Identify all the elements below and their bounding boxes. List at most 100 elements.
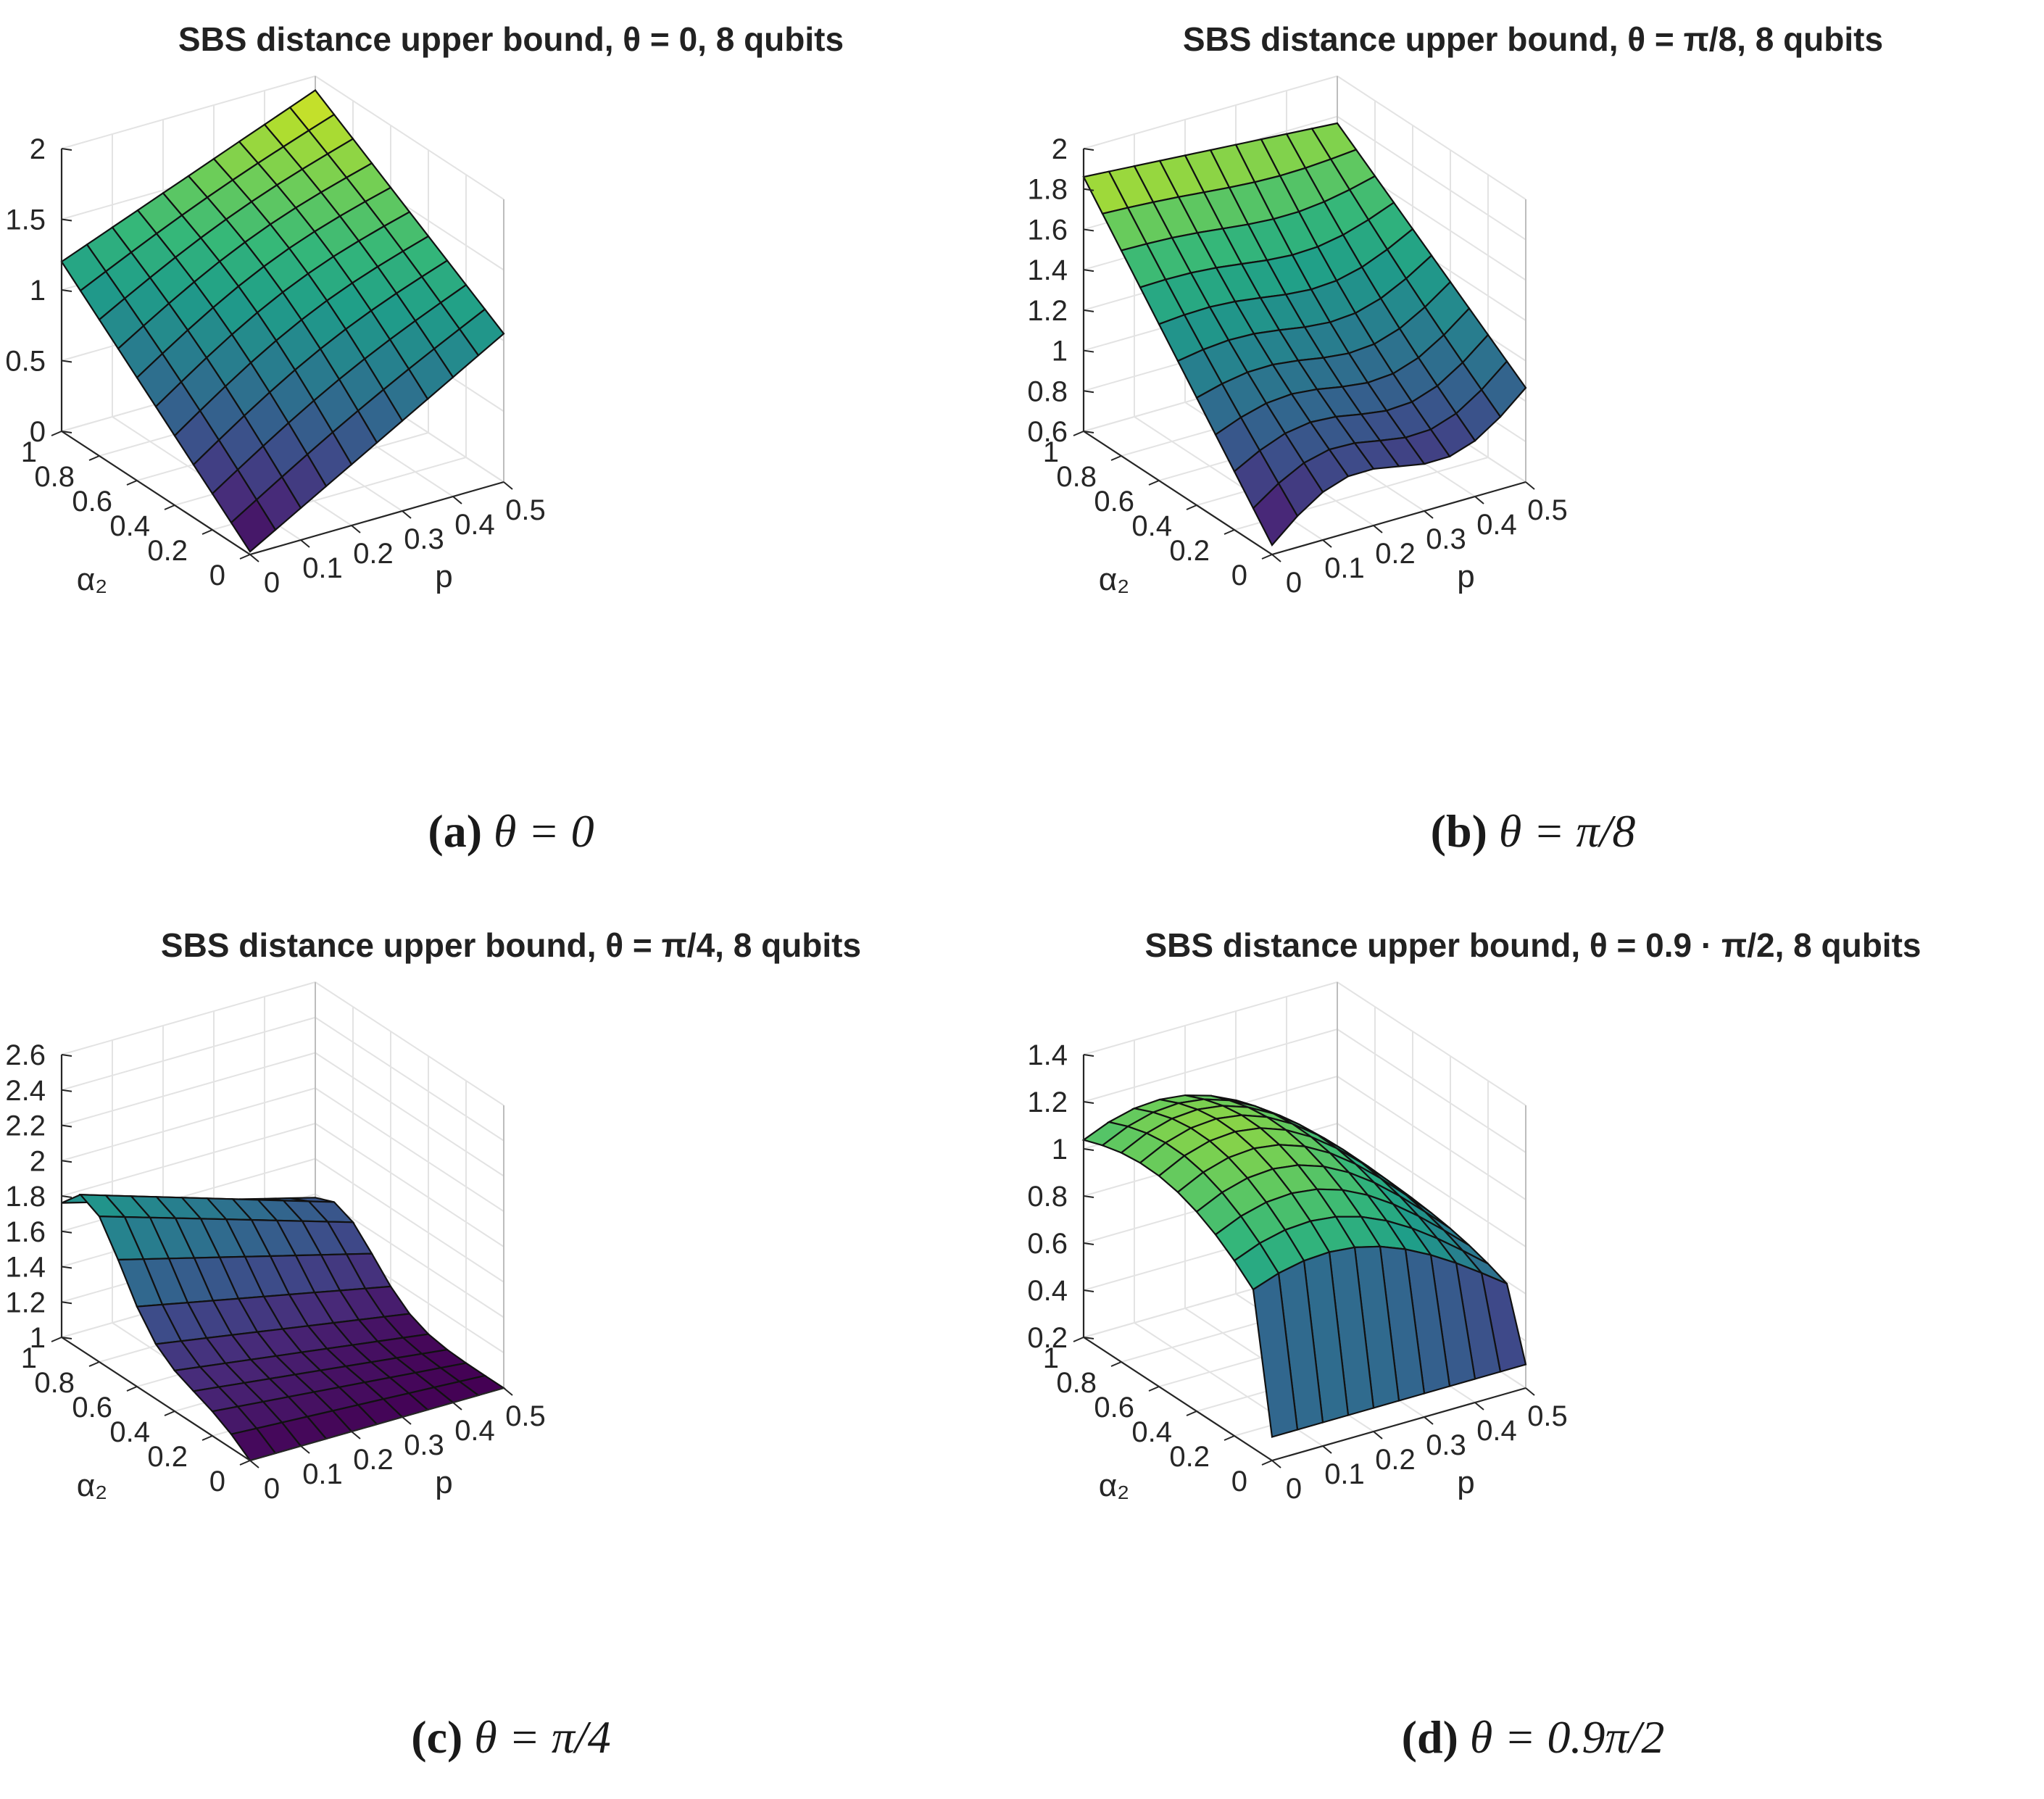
caption-formula-b: θ = π/8 xyxy=(1498,805,1636,857)
caption-letter-a: (a) xyxy=(428,805,482,857)
a-axis-label: α₂ xyxy=(77,562,108,597)
a-tick-label: 0 xyxy=(1231,1466,1247,1497)
z-tick-label: 2.4 xyxy=(5,1075,46,1107)
z-tick xyxy=(1083,431,1094,433)
p-tick xyxy=(351,1431,361,1439)
z-tick xyxy=(61,431,72,433)
p-tick-label: 0.1 xyxy=(302,552,343,584)
p-tick-label: 0.5 xyxy=(1527,1400,1568,1432)
surface xyxy=(1081,1094,1527,1438)
z-tick xyxy=(1083,1101,1094,1104)
z-tick-label: 0.6 xyxy=(1027,1228,1068,1260)
p-tick xyxy=(351,525,361,533)
z-tick-label: 1.4 xyxy=(1027,254,1068,286)
z-tick-label: 1.8 xyxy=(1027,174,1068,206)
a-tick-label: 0.4 xyxy=(109,1416,150,1448)
p-tick xyxy=(402,1416,412,1425)
p-tick xyxy=(452,1402,462,1410)
a-tick xyxy=(51,431,62,436)
z-tick xyxy=(61,148,72,151)
caption-letter-c: (c) xyxy=(411,1711,463,1763)
z-tick-label: 1.2 xyxy=(5,1287,46,1318)
p-tick xyxy=(249,554,259,562)
a-tick-label: 0.4 xyxy=(109,510,150,542)
a-tick-label: 0.6 xyxy=(72,486,112,518)
p-tick-label: 0.5 xyxy=(1527,494,1568,526)
surface xyxy=(61,1194,506,1462)
a-axis-label: α₂ xyxy=(77,1468,108,1503)
a-tick xyxy=(88,455,100,461)
z-tick-label: 1 xyxy=(30,275,46,307)
plot-c: SBS distance upper bound, θ = π/4, 8 qub… xyxy=(5,926,861,1505)
a-tick-label: 0.2 xyxy=(147,1441,188,1473)
chart-a: SBS distance upper bound, θ = 0, 8 qubit… xyxy=(5,20,844,599)
plot-b: SBS distance upper bound, θ = π/8, 8 qub… xyxy=(1027,20,1883,599)
p-tick-label: 0.3 xyxy=(404,523,444,555)
p-tick-label: 0.1 xyxy=(1324,552,1365,584)
chart-c: SBS distance upper bound, θ = π/4, 8 qub… xyxy=(5,926,861,1505)
z-tick-label: 2.6 xyxy=(5,1039,46,1071)
chart-d: SBS distance upper bound, θ = 0.9 · π/2,… xyxy=(1027,926,1922,1505)
p-tick xyxy=(1271,1460,1281,1468)
p-tick xyxy=(1424,1416,1434,1425)
a-tick xyxy=(1110,1361,1122,1367)
z-tick-label: 1.5 xyxy=(5,204,46,236)
panel-b: SBS distance upper bound, θ = π/8, 8 qub… xyxy=(1022,0,2044,899)
p-tick xyxy=(1373,1431,1383,1439)
a-tick xyxy=(88,1361,100,1367)
caption-formula-d: θ = 0.9π/2 xyxy=(1469,1711,1665,1763)
a-tick xyxy=(1186,1410,1197,1416)
a-axis-line xyxy=(1083,431,1273,555)
chart-title: SBS distance upper bound, θ = 0.9 · π/2,… xyxy=(1145,926,1922,964)
a-tick-label: 1 xyxy=(1043,1342,1059,1374)
p-tick-label: 0 xyxy=(1286,1473,1302,1505)
z-tick xyxy=(1083,148,1094,151)
caption-a: (a) θ = 0 xyxy=(0,805,1022,858)
z-tick-label: 0.8 xyxy=(1027,1181,1068,1213)
p-axis-line xyxy=(1271,481,1526,556)
p-axis-line xyxy=(1271,1387,1526,1462)
a-tick-label: 0.8 xyxy=(34,461,75,493)
z-tick xyxy=(1083,188,1094,191)
p-tick xyxy=(1474,1402,1484,1410)
z-tick xyxy=(61,1089,72,1092)
a-tick-label: 0.2 xyxy=(1169,1441,1210,1473)
z-tick xyxy=(1083,1054,1094,1057)
panel-c: SBS distance upper bound, θ = π/4, 8 qub… xyxy=(0,906,1022,1799)
p-tick xyxy=(1474,496,1484,504)
a-tick xyxy=(1261,554,1273,560)
p-tick xyxy=(1525,1387,1535,1396)
chart-b: SBS distance upper bound, θ = π/8, 8 qub… xyxy=(1027,20,1883,599)
z-tick xyxy=(61,1301,72,1305)
z-tick xyxy=(1083,1337,1094,1339)
a-axis-line xyxy=(61,1337,251,1461)
caption-formula-a: θ = 0 xyxy=(494,805,594,857)
z-tick xyxy=(1083,1242,1094,1245)
z-tick-label: 1.4 xyxy=(5,1252,46,1284)
p-tick-label: 0.3 xyxy=(1426,1429,1466,1461)
a-tick-label: 0.6 xyxy=(72,1392,112,1424)
z-tick-label: 0.8 xyxy=(1027,375,1068,407)
p-tick-label: 0.4 xyxy=(1476,509,1517,541)
z-tick xyxy=(1083,228,1094,232)
p-tick xyxy=(1424,510,1434,519)
axes xyxy=(1082,149,1526,556)
chart-title: SBS distance upper bound, θ = π/4, 8 qub… xyxy=(161,926,861,964)
a-tick-label: 0.8 xyxy=(1056,461,1097,493)
caption-c: (c) θ = π/4 xyxy=(0,1711,1022,1764)
z-tick-label: 1 xyxy=(30,1322,46,1354)
p-tick-label: 0.1 xyxy=(1324,1458,1365,1490)
p-tick xyxy=(503,481,513,490)
p-tick-label: 0.4 xyxy=(1476,1415,1517,1447)
p-axis-label: p xyxy=(1457,1465,1474,1500)
z-tick-label: 0 xyxy=(30,416,46,448)
z-tick xyxy=(61,360,72,363)
z-tick xyxy=(61,1054,72,1057)
a-tick-label: 1 xyxy=(21,436,37,468)
z-tick xyxy=(1083,349,1094,353)
a-tick xyxy=(126,480,138,486)
a-tick-label: 0.6 xyxy=(1094,486,1134,518)
z-tick xyxy=(61,1337,72,1339)
a-tick-label: 0.8 xyxy=(34,1367,75,1399)
a-tick xyxy=(126,1386,138,1392)
